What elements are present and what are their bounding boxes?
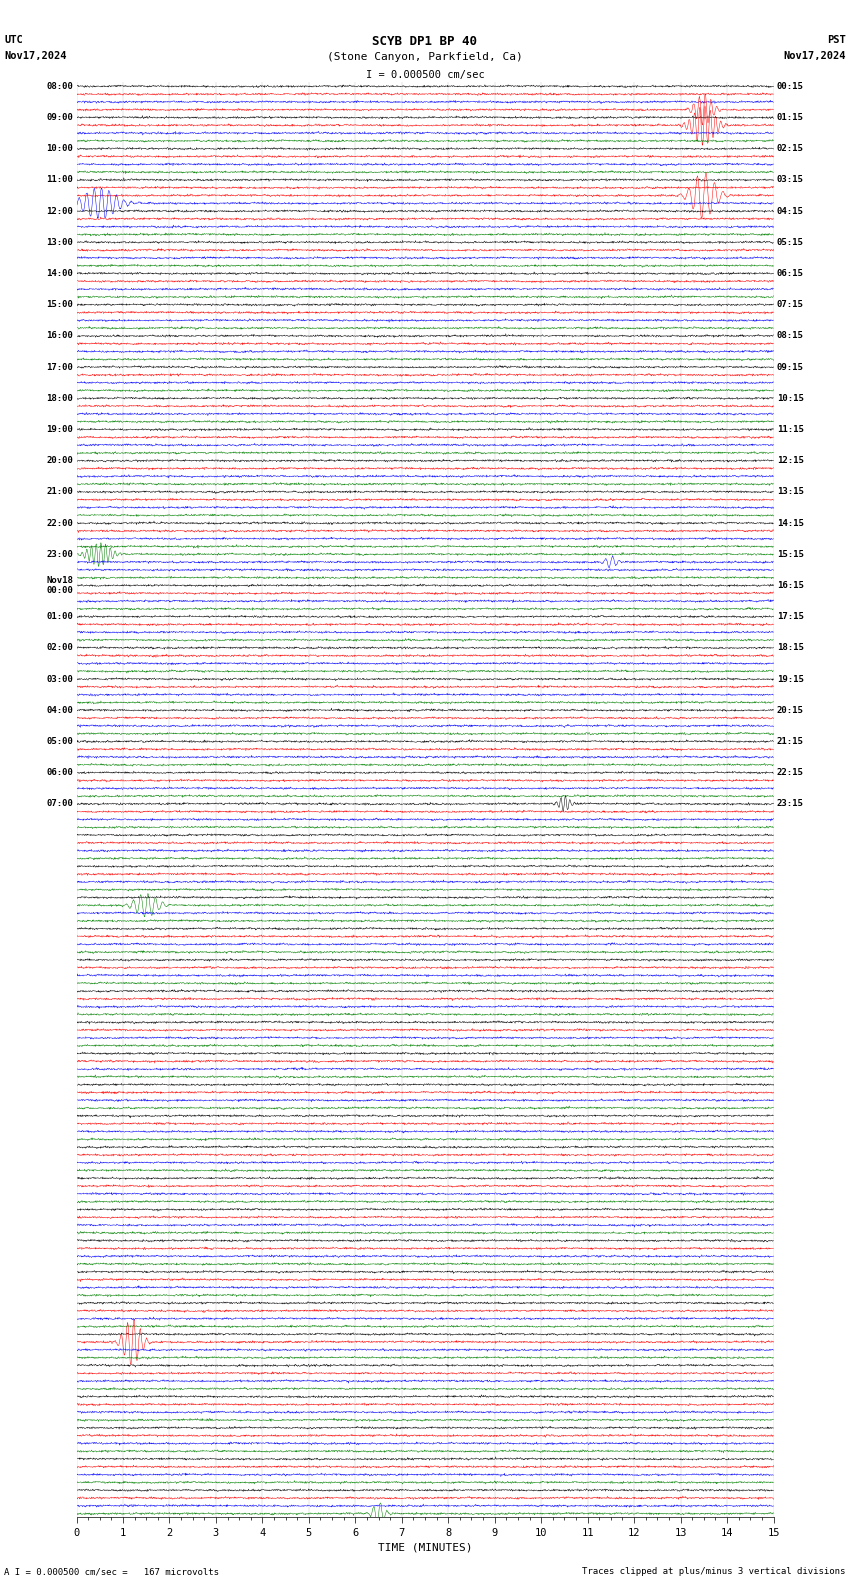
Text: I = 0.000500 cm/sec: I = 0.000500 cm/sec (366, 70, 484, 79)
Text: PST: PST (827, 35, 846, 44)
Text: SCYB DP1 BP 40: SCYB DP1 BP 40 (372, 35, 478, 48)
Text: 08:00: 08:00 (46, 82, 73, 90)
Text: 13:15: 13:15 (777, 488, 804, 496)
Text: 19:00: 19:00 (46, 425, 73, 434)
Text: A I = 0.000500 cm/sec =   167 microvolts: A I = 0.000500 cm/sec = 167 microvolts (4, 1567, 219, 1576)
Text: 20:15: 20:15 (777, 706, 804, 714)
Text: 06:00: 06:00 (46, 768, 73, 778)
Text: 01:00: 01:00 (46, 611, 73, 621)
Text: 11:15: 11:15 (777, 425, 804, 434)
Text: 09:00: 09:00 (46, 112, 73, 122)
Text: 03:00: 03:00 (46, 675, 73, 684)
Text: UTC: UTC (4, 35, 23, 44)
Text: 02:15: 02:15 (777, 144, 804, 154)
Text: 17:15: 17:15 (777, 611, 804, 621)
Text: 22:00: 22:00 (46, 518, 73, 527)
Text: 12:15: 12:15 (777, 456, 804, 466)
Text: 16:00: 16:00 (46, 331, 73, 341)
Text: 02:00: 02:00 (46, 643, 73, 653)
Text: 15:15: 15:15 (777, 550, 804, 559)
Text: 16:15: 16:15 (777, 581, 804, 589)
Text: 05:00: 05:00 (46, 737, 73, 746)
Text: 17:00: 17:00 (46, 363, 73, 372)
Text: 18:00: 18:00 (46, 394, 73, 402)
Text: Nov17,2024: Nov17,2024 (4, 51, 67, 60)
Text: 05:15: 05:15 (777, 238, 804, 247)
Text: 07:15: 07:15 (777, 299, 804, 309)
Text: 20:00: 20:00 (46, 456, 73, 466)
Text: 08:15: 08:15 (777, 331, 804, 341)
Text: Nov17,2024: Nov17,2024 (783, 51, 846, 60)
Text: 04:15: 04:15 (777, 206, 804, 215)
Text: 14:15: 14:15 (777, 518, 804, 527)
Text: 04:00: 04:00 (46, 706, 73, 714)
Text: 10:00: 10:00 (46, 144, 73, 154)
Text: 10:15: 10:15 (777, 394, 804, 402)
Text: 21:00: 21:00 (46, 488, 73, 496)
Text: 15:00: 15:00 (46, 299, 73, 309)
Text: 09:15: 09:15 (777, 363, 804, 372)
Text: 23:15: 23:15 (777, 800, 804, 808)
Text: 01:15: 01:15 (777, 112, 804, 122)
Text: 00:15: 00:15 (777, 82, 804, 90)
Text: 13:00: 13:00 (46, 238, 73, 247)
X-axis label: TIME (MINUTES): TIME (MINUTES) (377, 1543, 473, 1552)
Text: Nov18
00:00: Nov18 00:00 (46, 575, 73, 596)
Text: 03:15: 03:15 (777, 176, 804, 184)
Text: 12:00: 12:00 (46, 206, 73, 215)
Text: 07:00: 07:00 (46, 800, 73, 808)
Text: 21:15: 21:15 (777, 737, 804, 746)
Text: 11:00: 11:00 (46, 176, 73, 184)
Text: 19:15: 19:15 (777, 675, 804, 684)
Text: 18:15: 18:15 (777, 643, 804, 653)
Text: 22:15: 22:15 (777, 768, 804, 778)
Text: (Stone Canyon, Parkfield, Ca): (Stone Canyon, Parkfield, Ca) (327, 52, 523, 62)
Text: Traces clipped at plus/minus 3 vertical divisions: Traces clipped at plus/minus 3 vertical … (582, 1567, 846, 1576)
Text: 06:15: 06:15 (777, 269, 804, 277)
Text: 23:00: 23:00 (46, 550, 73, 559)
Text: 14:00: 14:00 (46, 269, 73, 277)
